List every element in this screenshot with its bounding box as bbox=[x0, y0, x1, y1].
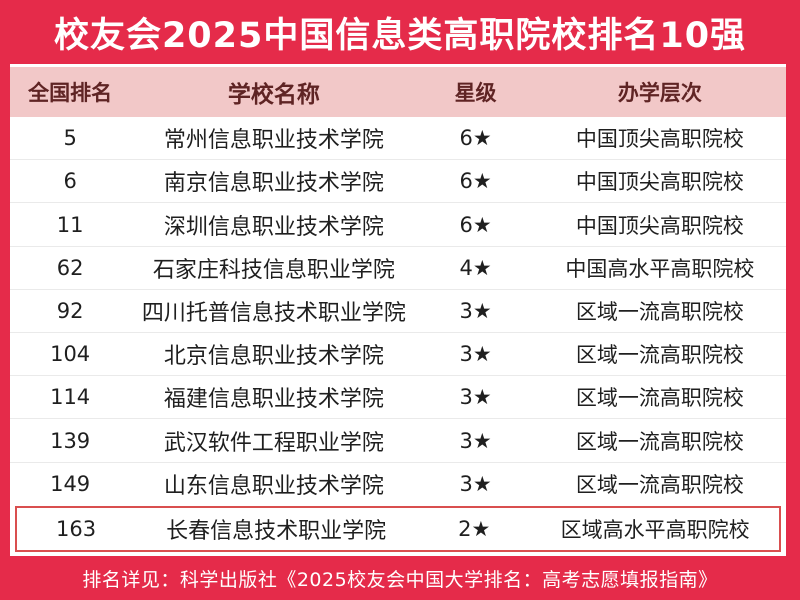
table-row-highlighted: 163 长春信息技术职业学院 2★ 区域高水平高职院校 bbox=[15, 505, 781, 553]
rank-cell: 62 bbox=[56, 255, 84, 280]
level-cell: 中国顶尖高职院校 bbox=[575, 127, 744, 152]
school-cell: 武汉软件工程职业学院 bbox=[163, 430, 384, 456]
stars-cell: 6★ bbox=[459, 126, 492, 151]
table-row: 6 南京信息职业技术学院 6★ 中国顶尖高职院校 bbox=[10, 159, 786, 202]
rank-cell: 149 bbox=[50, 471, 91, 496]
stars-cell: 3★ bbox=[459, 385, 492, 410]
rank-cell: 163 bbox=[56, 516, 97, 541]
rank-cell: 114 bbox=[50, 385, 91, 410]
level-cell: 区域一流高职院校 bbox=[575, 472, 744, 497]
level-cell: 区域高水平高职院校 bbox=[560, 517, 750, 542]
school-cell: 南京信息职业技术学院 bbox=[163, 171, 384, 197]
table-row: 104 北京信息职业技术学院 3★ 区域一流高职院校 bbox=[10, 332, 786, 375]
school-cell: 福建信息职业技术学院 bbox=[163, 387, 384, 413]
stars-cell: 3★ bbox=[459, 471, 492, 496]
school-cell: 常州信息职业技术学院 bbox=[163, 128, 384, 154]
level-cell: 区域一流高职院校 bbox=[575, 343, 744, 368]
table-row: 92 四川托普信息技术职业学院 3★ 区域一流高职院校 bbox=[10, 288, 786, 332]
column-header-rank: 全国排名 bbox=[28, 81, 113, 105]
column-header-school: 学校名称 bbox=[227, 82, 320, 108]
level-cell: 中国高水平高职院校 bbox=[565, 256, 755, 281]
school-cell: 山东信息职业技术学院 bbox=[163, 473, 384, 499]
table-body: 5 常州信息职业技术学院 6★ 中国顶尖高职院校 6 南京信息职业技术学院 6★… bbox=[10, 117, 786, 556]
rank-cell: 104 bbox=[50, 342, 91, 367]
stars-cell: 3★ bbox=[459, 342, 492, 367]
rank-cell: 92 bbox=[56, 298, 84, 323]
table-row: 5 常州信息职业技术学院 6★ 中国顶尖高职院校 bbox=[10, 117, 786, 159]
table-row: 11 深圳信息职业技术学院 6★ 中国顶尖高职院校 bbox=[10, 202, 786, 245]
column-header-level: 办学层次 bbox=[617, 81, 702, 105]
school-cell: 石家庄科技信息职业学院 bbox=[152, 257, 395, 283]
footer-note: 排名详见：科学出版社《2025校友会中国大学排名：高考志愿填报指南》 bbox=[82, 568, 718, 591]
school-cell: 北京信息职业技术学院 bbox=[163, 344, 384, 370]
table-row: 62 石家庄科技信息职业学院 4★ 中国高水平高职院校 bbox=[10, 245, 786, 289]
stars-cell: 6★ bbox=[459, 212, 492, 237]
level-cell: 中国顶尖高职院校 bbox=[575, 170, 744, 195]
level-cell: 区域一流高职院校 bbox=[575, 386, 744, 411]
stars-cell: 4★ bbox=[459, 255, 492, 280]
rank-cell: 139 bbox=[50, 428, 91, 453]
school-cell: 深圳信息职业技术学院 bbox=[163, 214, 384, 240]
table-row: 114 福建信息职业技术学院 3★ 区域一流高职院校 bbox=[10, 375, 786, 418]
stars-cell: 6★ bbox=[459, 169, 492, 194]
level-cell: 区域一流高职院校 bbox=[575, 429, 744, 454]
school-cell: 长春信息技术职业学院 bbox=[166, 518, 387, 544]
stars-cell: 3★ bbox=[459, 428, 492, 453]
rank-cell: 6 bbox=[63, 169, 77, 194]
column-header-stars: 星级 bbox=[454, 81, 497, 105]
table-row: 139 武汉软件工程职业学院 3★ 区域一流高职院校 bbox=[10, 418, 786, 461]
level-cell: 中国顶尖高职院校 bbox=[575, 213, 744, 238]
stars-cell: 2★ bbox=[458, 516, 491, 541]
page-title: 校友会2025中国信息类高职院校排名10强 bbox=[53, 15, 747, 56]
rank-cell: 11 bbox=[56, 212, 84, 237]
level-cell: 区域一流高职院校 bbox=[575, 299, 744, 324]
stars-cell: 3★ bbox=[459, 298, 492, 323]
ranking-table: 全国排名 学校名称 星级 办学层次 5 常州信息职业技术学院 6★ 中国顶尖高职… bbox=[10, 64, 786, 556]
table-row: 149 山东信息职业技术学院 3★ 区域一流高职院校 bbox=[10, 461, 786, 505]
table-header-row: 全国排名 学校名称 星级 办学层次 bbox=[10, 67, 786, 117]
rank-cell: 5 bbox=[63, 126, 77, 151]
school-cell: 四川托普信息技术职业学院 bbox=[141, 300, 406, 326]
